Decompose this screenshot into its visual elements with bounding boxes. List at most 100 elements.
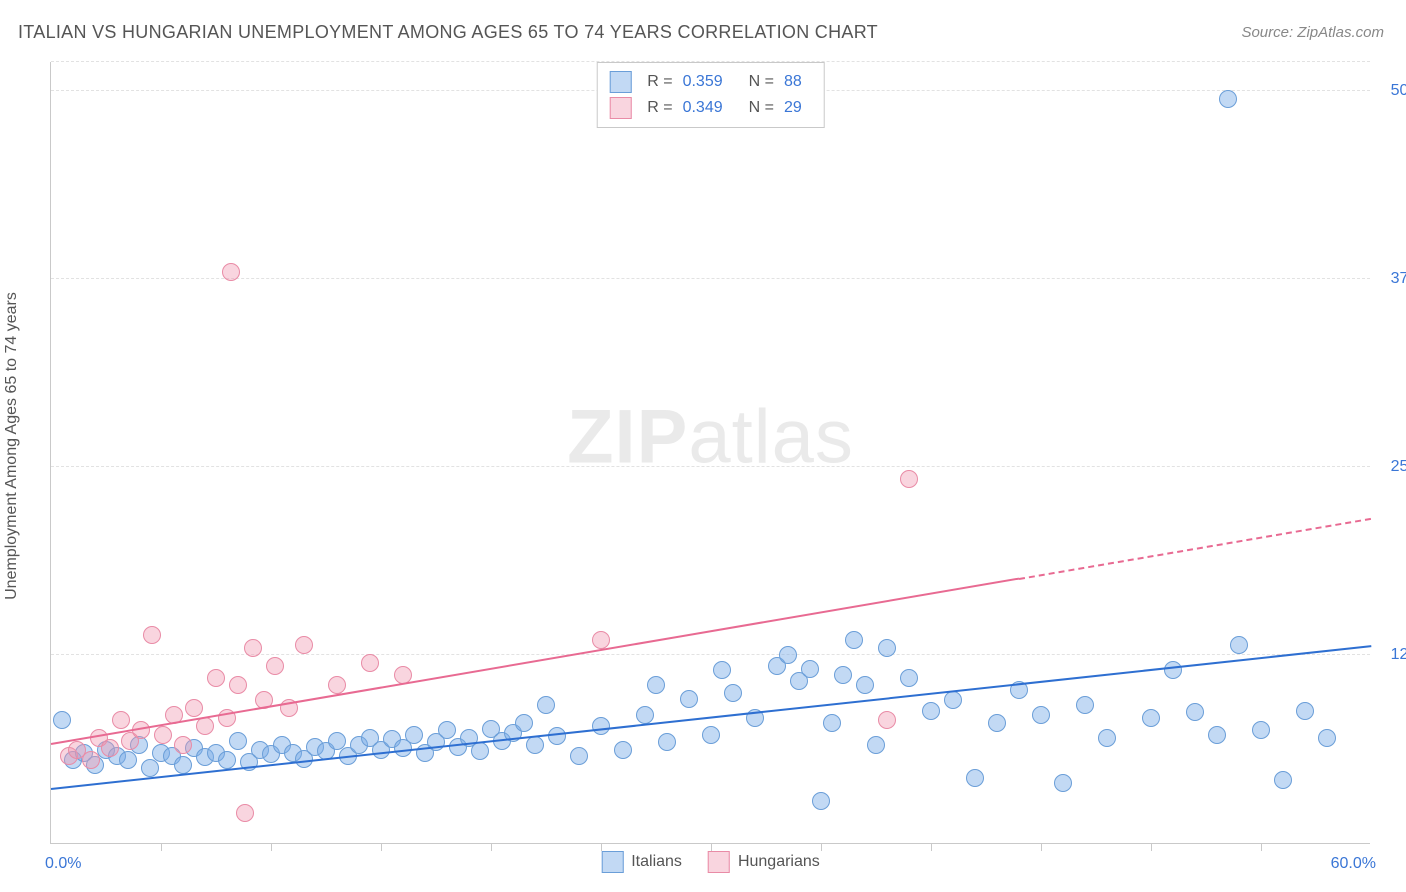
data-point: [361, 654, 379, 672]
data-point: [1032, 706, 1050, 724]
legend-row-hungarians: R = 0.349 N = 29: [609, 95, 812, 121]
data-point: [207, 669, 225, 687]
x-tick: [1151, 843, 1152, 851]
r-label: R =: [647, 69, 672, 95]
data-point: [1208, 726, 1226, 744]
data-point: [1054, 774, 1072, 792]
data-point: [900, 669, 918, 687]
data-point: [856, 676, 874, 694]
data-point: [680, 690, 698, 708]
data-point: [328, 676, 346, 694]
data-point: [724, 684, 742, 702]
x-tick: [1041, 843, 1042, 851]
data-point: [570, 747, 588, 765]
data-point: [1252, 721, 1270, 739]
n-label: N =: [749, 95, 774, 121]
data-point: [244, 639, 262, 657]
data-point: [82, 751, 100, 769]
x-tick: [931, 843, 932, 851]
r-label: R =: [647, 95, 672, 121]
series-legend: Italians Hungarians: [601, 851, 820, 873]
y-axis-label: Unemployment Among Ages 65 to 74 years: [3, 292, 21, 600]
data-point: [845, 631, 863, 649]
data-point: [229, 732, 247, 750]
legend-item-italians: Italians: [601, 851, 682, 873]
gridline: [51, 278, 1370, 279]
data-point: [1164, 661, 1182, 679]
data-point: [1230, 636, 1248, 654]
data-point: [1098, 729, 1116, 747]
data-point: [174, 736, 192, 754]
data-point: [471, 742, 489, 760]
source-attribution: Source: ZipAtlas.com: [1241, 24, 1384, 41]
data-point: [834, 666, 852, 684]
swatch-hungarians: [609, 97, 631, 119]
x-tick: [271, 843, 272, 851]
data-point: [713, 661, 731, 679]
scatter-plot-area: ZIPatlas R = 0.359 N = 88 R = 0.349 N = …: [50, 62, 1370, 844]
data-point: [1142, 709, 1160, 727]
data-point: [154, 726, 172, 744]
data-point: [647, 676, 665, 694]
y-tick-label: 12.5%: [1376, 646, 1406, 664]
swatch-italians: [609, 71, 631, 93]
data-point: [101, 739, 119, 757]
data-point: [966, 769, 984, 787]
data-point: [1186, 703, 1204, 721]
data-point: [823, 714, 841, 732]
data-point: [592, 717, 610, 735]
x-tick: [601, 843, 602, 851]
data-point: [405, 726, 423, 744]
y-tick-label: 25.0%: [1376, 458, 1406, 476]
data-point: [174, 756, 192, 774]
data-point: [526, 736, 544, 754]
data-point: [900, 470, 918, 488]
data-point: [537, 696, 555, 714]
data-point: [878, 711, 896, 729]
x-tick: [161, 843, 162, 851]
data-point: [944, 691, 962, 709]
n-value-hungarians: 29: [784, 95, 802, 121]
r-value-italians: 0.359: [683, 69, 723, 95]
data-point: [988, 714, 1006, 732]
gridline: [51, 466, 1370, 467]
data-point: [53, 711, 71, 729]
data-point: [614, 741, 632, 759]
x-tick: [491, 843, 492, 851]
legend-row-italians: R = 0.359 N = 88: [609, 69, 812, 95]
data-point: [878, 639, 896, 657]
r-value-hungarians: 0.349: [683, 95, 723, 121]
data-point: [702, 726, 720, 744]
legend-item-hungarians: Hungarians: [708, 851, 820, 873]
y-tick-label: 50.0%: [1376, 82, 1406, 100]
data-point: [1318, 729, 1336, 747]
data-point: [222, 263, 240, 281]
data-point: [779, 646, 797, 664]
x-axis-min-label: 0.0%: [45, 855, 81, 873]
data-point: [658, 733, 676, 751]
data-point: [119, 751, 137, 769]
correlation-legend: R = 0.359 N = 88 R = 0.349 N = 29: [596, 62, 825, 128]
x-tick: [711, 843, 712, 851]
x-tick: [381, 843, 382, 851]
y-tick-label: 37.5%: [1376, 270, 1406, 288]
data-point: [438, 721, 456, 739]
data-point: [801, 660, 819, 678]
x-axis-max-label: 60.0%: [1331, 855, 1376, 873]
data-point: [922, 702, 940, 720]
data-point: [218, 751, 236, 769]
n-value-italians: 88: [784, 69, 802, 95]
data-point: [1219, 90, 1237, 108]
data-point: [592, 631, 610, 649]
chart-title: ITALIAN VS HUNGARIAN UNEMPLOYMENT AMONG …: [18, 22, 878, 43]
data-point: [112, 711, 130, 729]
data-point: [143, 626, 161, 644]
data-point: [548, 727, 566, 745]
legend-label-italians: Italians: [631, 853, 682, 871]
data-point: [236, 804, 254, 822]
data-point: [295, 636, 313, 654]
data-point: [1076, 696, 1094, 714]
data-point: [266, 657, 284, 675]
data-point: [229, 676, 247, 694]
data-point: [515, 714, 533, 732]
